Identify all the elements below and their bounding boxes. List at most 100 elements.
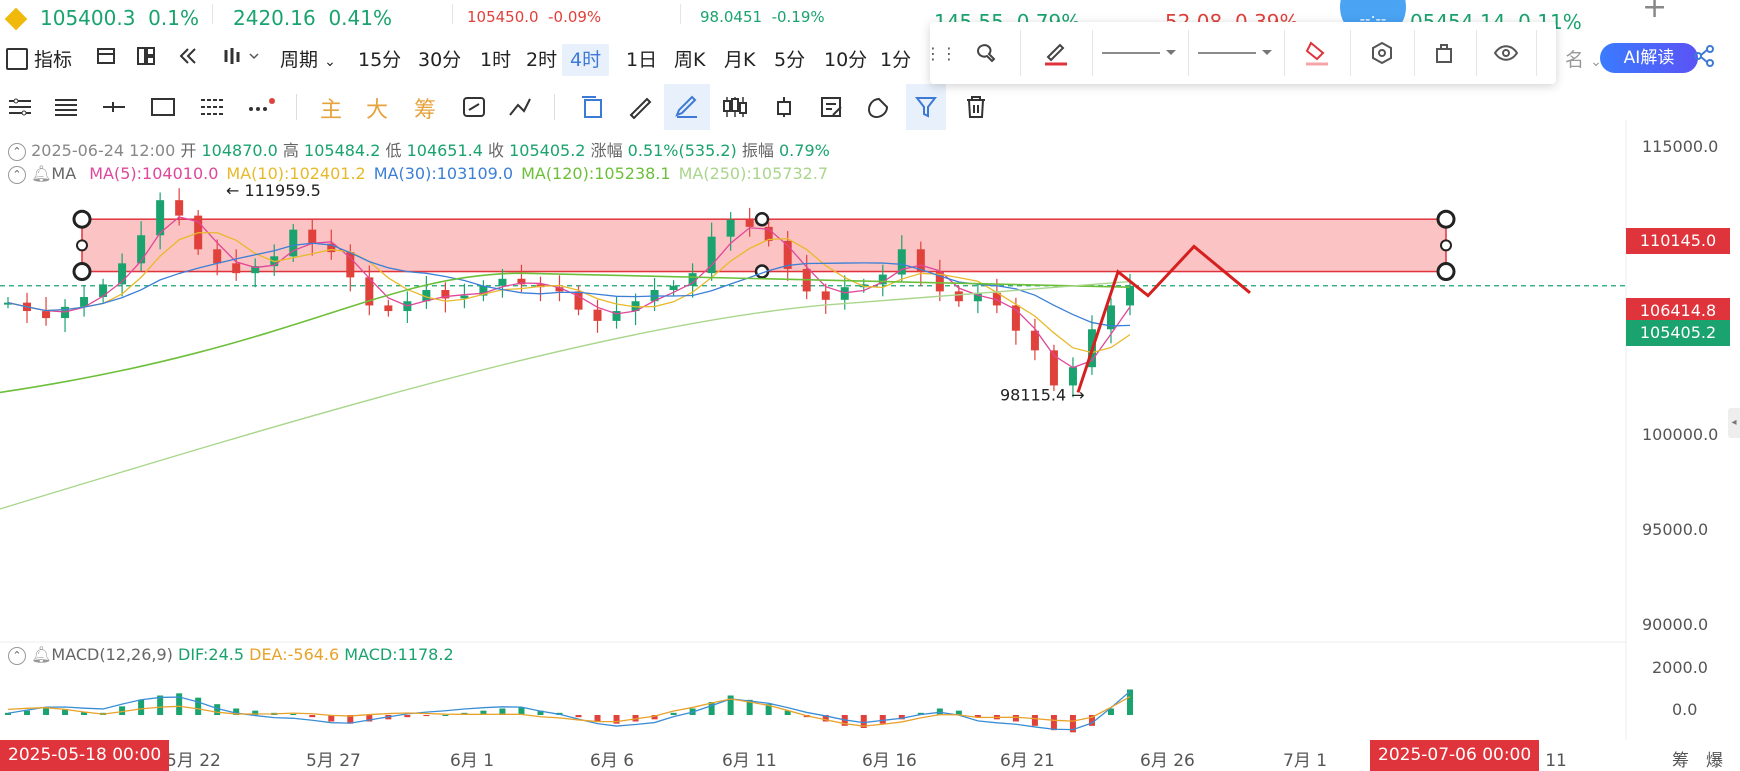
collapse-icon[interactable]: ⌃ bbox=[8, 143, 26, 161]
line-color-icon[interactable] bbox=[1026, 22, 1086, 84]
candles-icon[interactable] bbox=[716, 84, 756, 130]
line-width-select[interactable] bbox=[1098, 22, 1182, 84]
share-icon[interactable] bbox=[1692, 44, 1716, 76]
single-candle-icon[interactable] bbox=[764, 84, 804, 130]
macd-bar bbox=[784, 710, 791, 715]
macd-bar bbox=[1107, 708, 1114, 715]
magnet-icon[interactable] bbox=[858, 84, 898, 130]
parallel-lines-icon[interactable] bbox=[46, 84, 86, 130]
ma-value: MA(250):105732.7 bbox=[678, 164, 829, 183]
crosshair-time-label: 2025-07-06 00:00 bbox=[1370, 740, 1540, 771]
ticker-item[interactable]: 2420.16 0.41% bbox=[233, 6, 392, 30]
ticker-item[interactable]: 105400.3 0.1% bbox=[4, 6, 199, 31]
line-style-select[interactable] bbox=[1194, 22, 1278, 84]
interval-8[interactable]: 5分 bbox=[774, 49, 806, 71]
ma-line bbox=[7, 242, 1131, 327]
side-panel-toggle-icon[interactable]: ◂ bbox=[1728, 408, 1740, 438]
add-icon[interactable]: + bbox=[1642, 0, 1668, 25]
candle-body bbox=[897, 249, 906, 275]
redo-icon[interactable] bbox=[454, 84, 494, 130]
candle-body bbox=[954, 291, 963, 302]
period-dropdown[interactable]: 周期 ⌄ bbox=[280, 49, 336, 71]
candle-body bbox=[973, 292, 982, 302]
macd-bar bbox=[157, 695, 164, 715]
multi-chart-icon[interactable] bbox=[136, 44, 156, 76]
alert-bell-icon[interactable]: 🔔︎ bbox=[31, 645, 52, 664]
x-axis-tick: 6月 1 bbox=[450, 751, 495, 771]
interval-2[interactable]: 1时 bbox=[480, 49, 512, 71]
draw-pen-icon[interactable] bbox=[664, 84, 710, 130]
ma-value: MA(120):105238.1 bbox=[521, 164, 671, 183]
candle-body bbox=[631, 301, 640, 312]
fib-icon[interactable] bbox=[192, 84, 232, 130]
interval-4[interactable]: 4时 bbox=[562, 44, 610, 76]
lock-icon[interactable] bbox=[1416, 22, 1472, 84]
macd-bar bbox=[898, 715, 905, 720]
interval-5[interactable]: 1日 bbox=[626, 49, 658, 71]
macd-bar bbox=[290, 713, 297, 715]
ma-value: MA(10):102401.2 bbox=[226, 164, 366, 183]
interval-9[interactable]: 10分 bbox=[824, 49, 868, 71]
y-axis-tick: 100000.0 bbox=[1642, 425, 1719, 444]
chevron-down-icon: ⌄ bbox=[1590, 54, 1602, 70]
horizontal-ray-icon[interactable] bbox=[94, 84, 134, 130]
horizontal-lines-icon[interactable] bbox=[0, 84, 40, 130]
chips-toggle[interactable]: 筹 bbox=[414, 98, 437, 123]
rectangle-icon[interactable] bbox=[143, 84, 183, 130]
interval-10[interactable]: 1分 bbox=[880, 49, 912, 71]
more-tools-icon[interactable] bbox=[240, 84, 280, 130]
more-dropdown[interactable]: 名 ⌄ bbox=[1565, 49, 1602, 71]
delete-drawing-icon[interactable] bbox=[1536, 22, 1556, 84]
x-axis-tick: 6月 6 bbox=[590, 751, 635, 771]
collapse-icon[interactable]: ⌃ bbox=[8, 647, 26, 665]
macd-bar bbox=[366, 715, 373, 722]
ticker-item[interactable]: 98.0451 -0.19% bbox=[700, 8, 825, 26]
filter-icon[interactable] bbox=[906, 84, 946, 130]
x-axis-tick: 5月 27 bbox=[306, 751, 361, 771]
candle-body bbox=[745, 219, 754, 227]
indicators-button[interactable]: 指标 bbox=[6, 44, 72, 76]
ai-interpret-button[interactable]: AI解读 bbox=[1600, 43, 1698, 73]
template-icon[interactable] bbox=[958, 22, 1014, 84]
macd-bar bbox=[594, 715, 601, 722]
ticker-item[interactable]: 105450.0 -0.09% bbox=[467, 8, 602, 26]
settings-icon[interactable] bbox=[1354, 22, 1410, 84]
fill-color-icon[interactable] bbox=[1288, 22, 1346, 84]
drag-handle-icon[interactable]: ⋮⋮ bbox=[925, 43, 957, 63]
layout-icon[interactable] bbox=[96, 44, 116, 76]
interval-6[interactable]: 周K bbox=[674, 49, 706, 71]
alert-bell-icon[interactable]: 🔔︎ bbox=[31, 164, 52, 183]
burst-label[interactable]: 爆 bbox=[1706, 751, 1723, 771]
candle-type-icon[interactable] bbox=[222, 44, 262, 76]
interval-3[interactable]: 2时 bbox=[526, 49, 558, 71]
y-axis-tick: 90000.0 bbox=[1642, 615, 1709, 634]
macd-bar bbox=[1012, 715, 1019, 722]
projection-path bbox=[1076, 244, 1251, 393]
interval-0[interactable]: 15分 bbox=[358, 49, 402, 71]
note-icon[interactable] bbox=[812, 84, 852, 130]
measure-icon[interactable] bbox=[500, 84, 540, 130]
ruler-icon[interactable] bbox=[620, 84, 660, 130]
macd-bar bbox=[252, 710, 259, 715]
main-toggle[interactable]: 主 bbox=[320, 98, 343, 123]
candle-body bbox=[137, 235, 146, 264]
chips-label[interactable]: 筹 bbox=[1672, 751, 1689, 771]
ma250-line bbox=[0, 280, 1131, 510]
macd-bar bbox=[955, 710, 962, 715]
copy-icon[interactable] bbox=[572, 84, 612, 130]
x-axis-tick: 6月 11 bbox=[722, 751, 777, 771]
big-toggle[interactable]: 大 bbox=[366, 98, 389, 123]
delete-icon[interactable] bbox=[956, 84, 996, 130]
candle-body bbox=[878, 274, 887, 285]
macd-bar bbox=[328, 715, 335, 722]
visibility-icon[interactable] bbox=[1478, 22, 1534, 84]
collapse-icon[interactable]: ⌃ bbox=[8, 166, 26, 184]
candle-body bbox=[327, 243, 336, 253]
zone-handle bbox=[72, 262, 92, 282]
interval-1[interactable]: 30分 bbox=[418, 49, 462, 71]
rewind-icon[interactable] bbox=[178, 44, 198, 76]
interval-7[interactable]: 月K bbox=[724, 49, 756, 71]
macd-bar bbox=[309, 715, 316, 718]
price-chart[interactable]: ← 111959.5 98115.4 → bbox=[0, 120, 1740, 740]
candle-body bbox=[384, 305, 393, 312]
